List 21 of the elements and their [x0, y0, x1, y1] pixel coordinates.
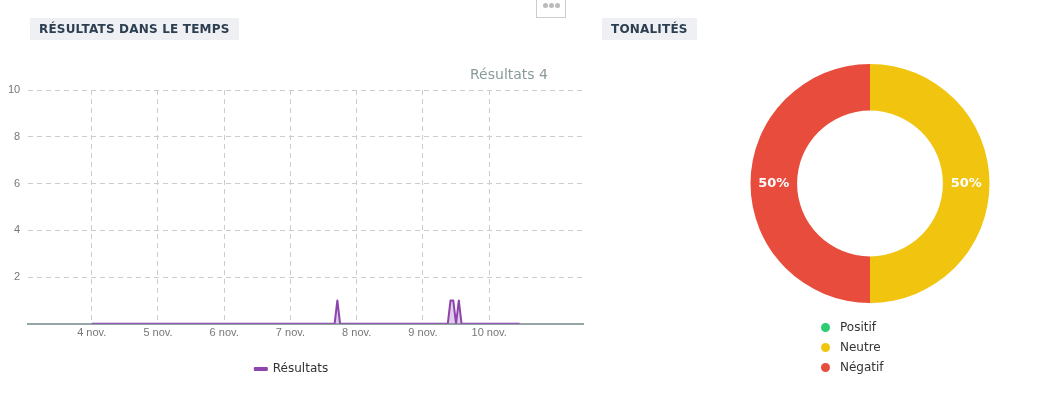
x-tick-label: 5 nov. — [143, 326, 173, 339]
text: TONALITÉS — [602, 18, 697, 40]
y-tick-label: 2 — [14, 270, 21, 283]
x-tick-label: 9 nov. — [408, 326, 438, 339]
y-tick-label: 8 — [14, 129, 21, 142]
y-tick-label: 10 — [7, 83, 21, 96]
x-tick-label: 10 nov. — [471, 326, 507, 339]
data-label: 50% — [758, 174, 790, 190]
y-tick-label: 6 — [14, 176, 21, 189]
x-tick-label: 7 nov. — [275, 326, 306, 339]
legend-label: Neutre — [839, 339, 882, 356]
x-tick-label: 8 nov. — [342, 326, 372, 339]
legend-label: Négatif — [839, 359, 884, 376]
y-tick-label: 4 — [14, 223, 21, 236]
legend-label: Positif — [839, 319, 878, 336]
data-label: 50% — [950, 174, 982, 190]
chart-title: RÉSULTATS DANS LE TEMPS — [30, 18, 239, 40]
x-tick-label: 4 nov. — [77, 326, 107, 339]
text: Résultats 4 — [470, 65, 549, 82]
x-tick-label: 6 nov. — [209, 326, 239, 339]
legend-label: Résultats — [272, 361, 329, 376]
